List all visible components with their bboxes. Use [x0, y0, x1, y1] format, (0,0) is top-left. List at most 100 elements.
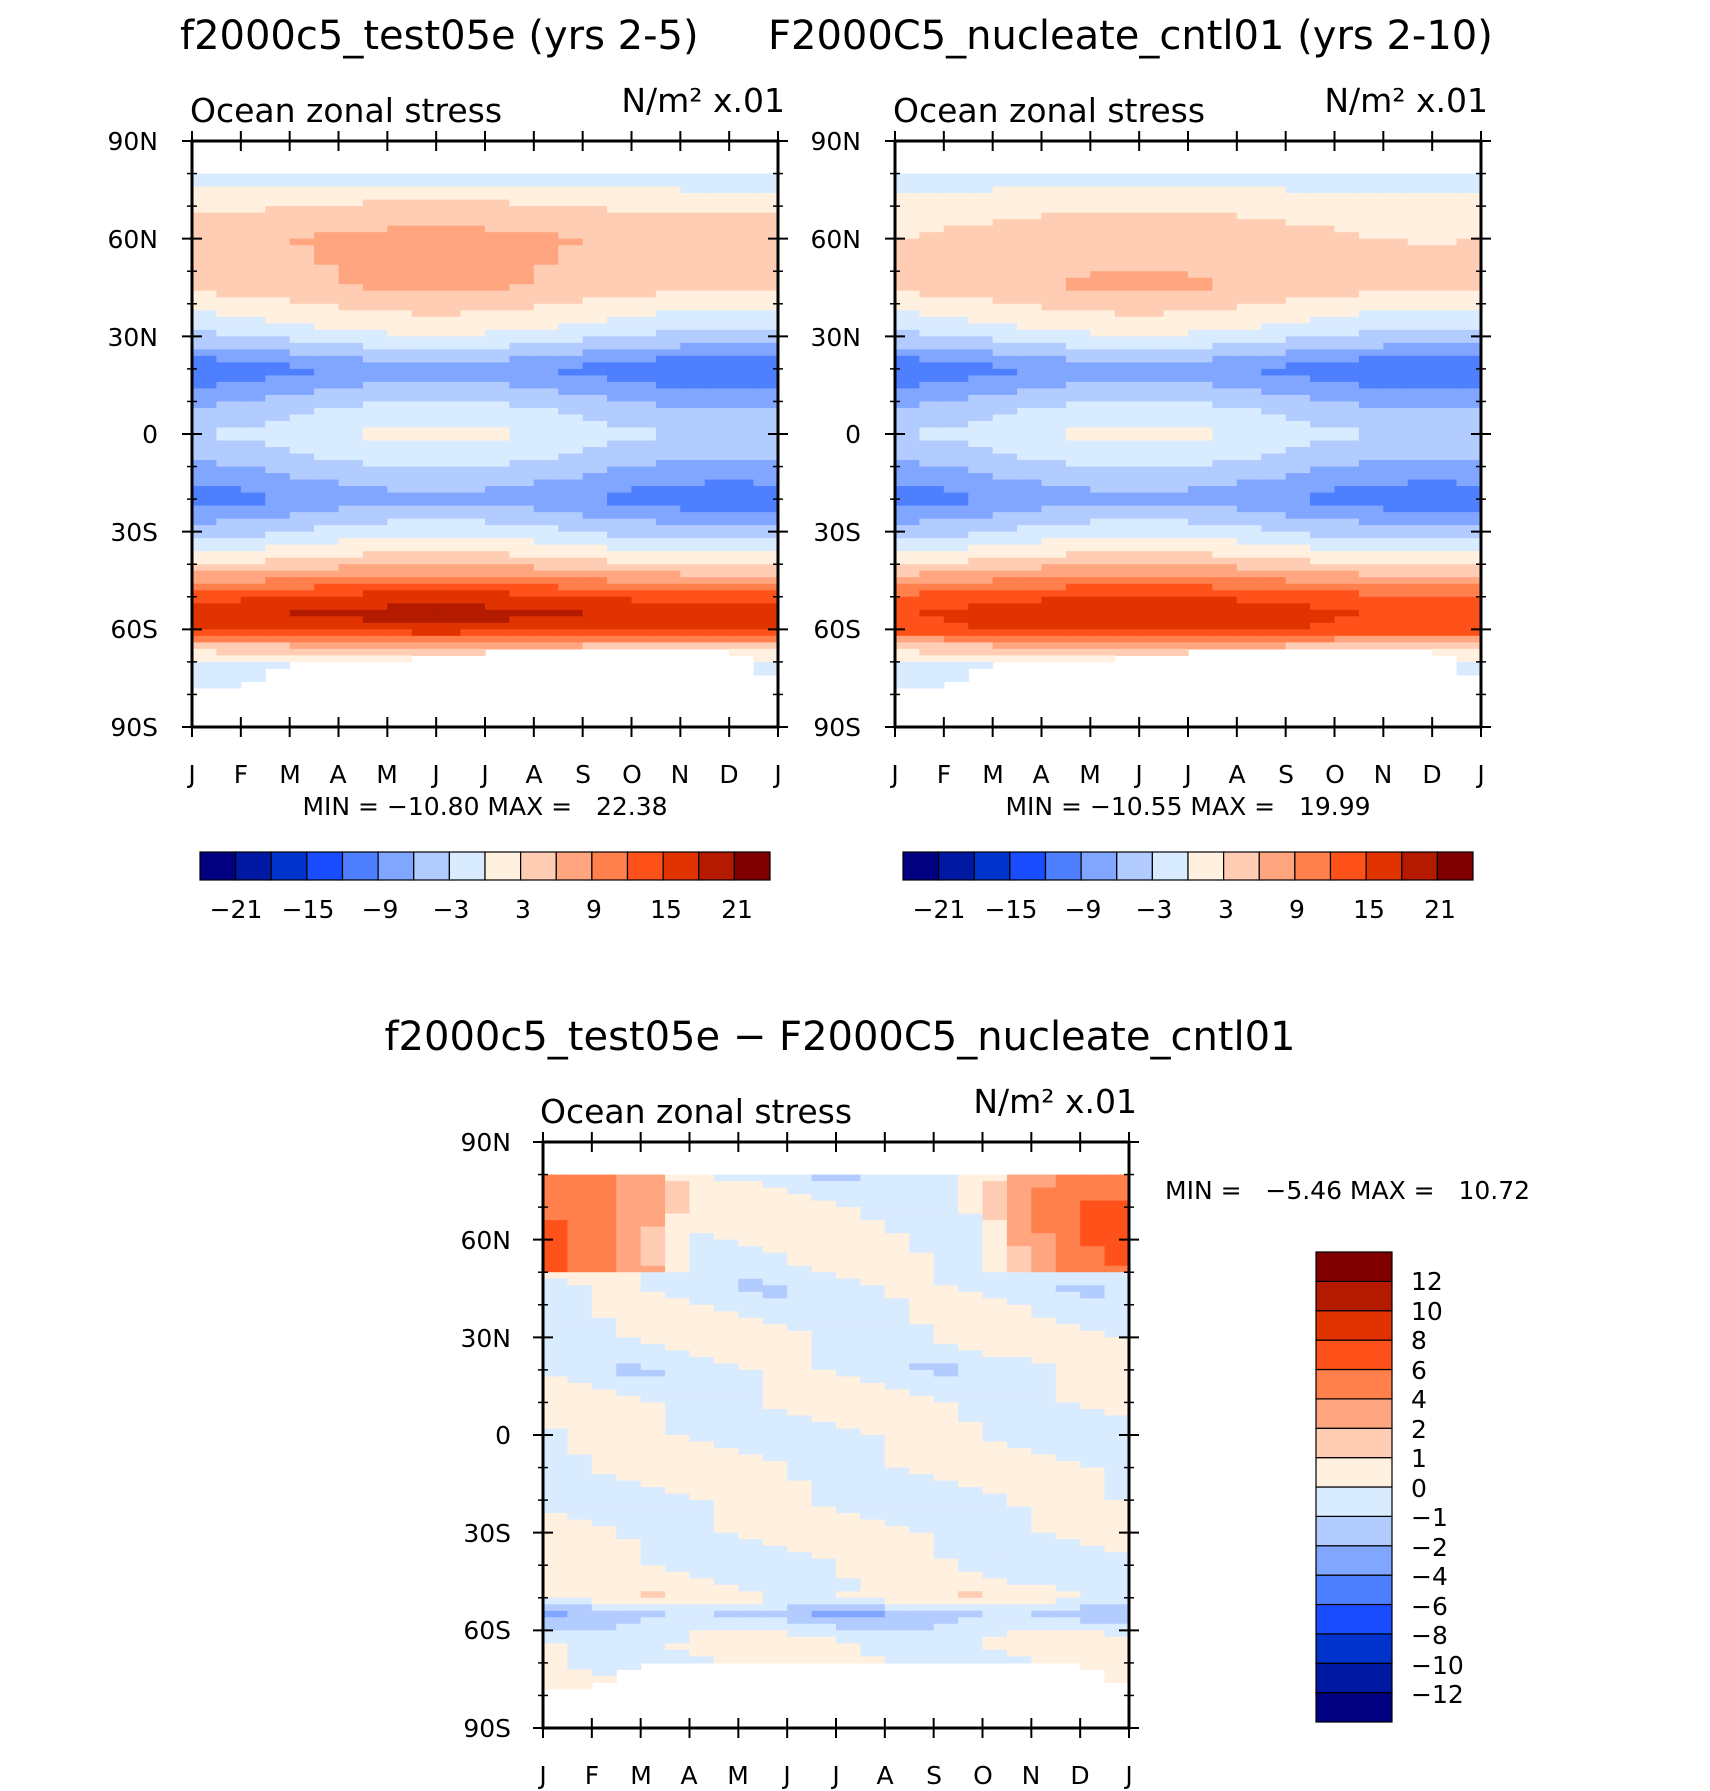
field-cell [836, 1656, 862, 1664]
field-cell [1065, 564, 1091, 572]
field-cell [216, 668, 242, 676]
field-cell [216, 199, 242, 207]
field-cell [1407, 538, 1433, 546]
field-cell [909, 1324, 935, 1332]
field-cell [411, 570, 437, 578]
field-cell [607, 310, 633, 318]
field-cell [1407, 362, 1433, 370]
field-cell [314, 596, 340, 604]
field-cell [665, 1454, 691, 1462]
field-cell [216, 486, 242, 494]
field-cell [485, 186, 511, 194]
field-cell [943, 655, 969, 663]
field-cell [1163, 642, 1189, 650]
field-cell [1310, 486, 1336, 494]
field-cell [631, 603, 657, 611]
field-cell [992, 629, 1018, 637]
field-cell [895, 512, 921, 520]
field-cell [192, 284, 218, 292]
field-cell [738, 1578, 764, 1586]
field-cell [1310, 199, 1336, 207]
field-cell [216, 453, 242, 461]
field-cell [1163, 271, 1189, 279]
field-cell [1407, 596, 1433, 604]
field-cell [860, 1656, 886, 1664]
field-cell [1114, 316, 1140, 324]
field-cell [704, 570, 730, 578]
field-cell [192, 206, 218, 214]
field-cell [689, 1174, 715, 1182]
field-cell [1358, 603, 1384, 611]
field-cell [387, 173, 413, 181]
field-cell [738, 1545, 764, 1553]
field-cell [362, 616, 388, 624]
field-cell [509, 232, 535, 240]
field-cell [909, 1402, 935, 1410]
field-cell [1139, 427, 1165, 435]
field-cell [640, 1233, 666, 1241]
field-cell [919, 551, 945, 559]
field-cell [338, 505, 364, 513]
field-cell [729, 460, 755, 468]
field-cell [631, 342, 657, 350]
field-cell [1139, 258, 1165, 266]
field-cell [314, 466, 340, 474]
field-cell [968, 648, 994, 656]
field-cell [631, 225, 657, 233]
field-cell [943, 186, 969, 194]
field-cell [895, 557, 921, 565]
field-cell [436, 486, 462, 494]
panel-1: f2000c5_test05e (yrs 2-5) Ocean zonal st… [107, 13, 788, 924]
field-cell [968, 225, 994, 233]
field-cell [680, 375, 706, 383]
field-cell [787, 1532, 813, 1540]
field-cell [689, 1435, 715, 1443]
field-cell [192, 538, 218, 546]
field-cell [787, 1435, 813, 1443]
field-cell [811, 1513, 837, 1521]
x-tick-label: A [329, 760, 346, 789]
field-cell [1236, 616, 1262, 624]
field-cell [1358, 323, 1384, 331]
field-cell [1310, 381, 1336, 390]
field-cell [567, 1649, 593, 1657]
field-cell [533, 570, 559, 578]
field-cell [992, 303, 1018, 311]
field-cell [836, 1610, 862, 1618]
field-cell [836, 1239, 862, 1247]
field-cell [558, 277, 584, 285]
field-cell [1383, 420, 1409, 429]
field-cell [607, 596, 633, 604]
field-cell [811, 1187, 837, 1195]
field-cell [787, 1480, 813, 1488]
field-cell [884, 1220, 910, 1228]
field-cell [689, 1259, 715, 1267]
field-cell [1017, 375, 1043, 383]
field-cell [1261, 323, 1287, 331]
field-cell [1065, 394, 1091, 403]
field-cell [704, 453, 730, 461]
field-cell [1090, 401, 1116, 409]
field-cell [362, 238, 388, 246]
field-cell [787, 1317, 813, 1325]
field-cell [436, 590, 462, 598]
field-cell [558, 629, 584, 637]
field-cell [713, 1415, 739, 1423]
field-cell [836, 1636, 862, 1644]
field-cell [1456, 394, 1482, 403]
field-cell [1261, 232, 1287, 240]
field-cell [680, 473, 706, 481]
field-cell [216, 512, 242, 520]
field-cell [860, 1376, 886, 1384]
field-cell [1017, 427, 1043, 435]
field-cell [1188, 596, 1214, 604]
field-cell [968, 479, 994, 487]
field-cell [713, 1558, 739, 1566]
field-cell [289, 375, 315, 383]
field-cell [460, 642, 486, 650]
field-cell [1310, 499, 1336, 507]
field-cell [884, 1272, 910, 1280]
field-cell [884, 1369, 910, 1377]
field-cell [216, 225, 242, 233]
field-cell [240, 466, 266, 474]
